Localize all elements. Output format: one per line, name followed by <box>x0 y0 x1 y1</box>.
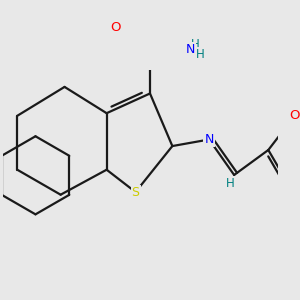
Text: N: N <box>185 43 195 56</box>
Text: H: H <box>191 38 200 51</box>
Text: H: H <box>196 48 205 61</box>
Text: S: S <box>131 186 140 199</box>
Text: H: H <box>226 177 235 190</box>
Text: N: N <box>205 133 214 146</box>
Text: O: O <box>289 109 300 122</box>
Text: O: O <box>111 21 121 34</box>
